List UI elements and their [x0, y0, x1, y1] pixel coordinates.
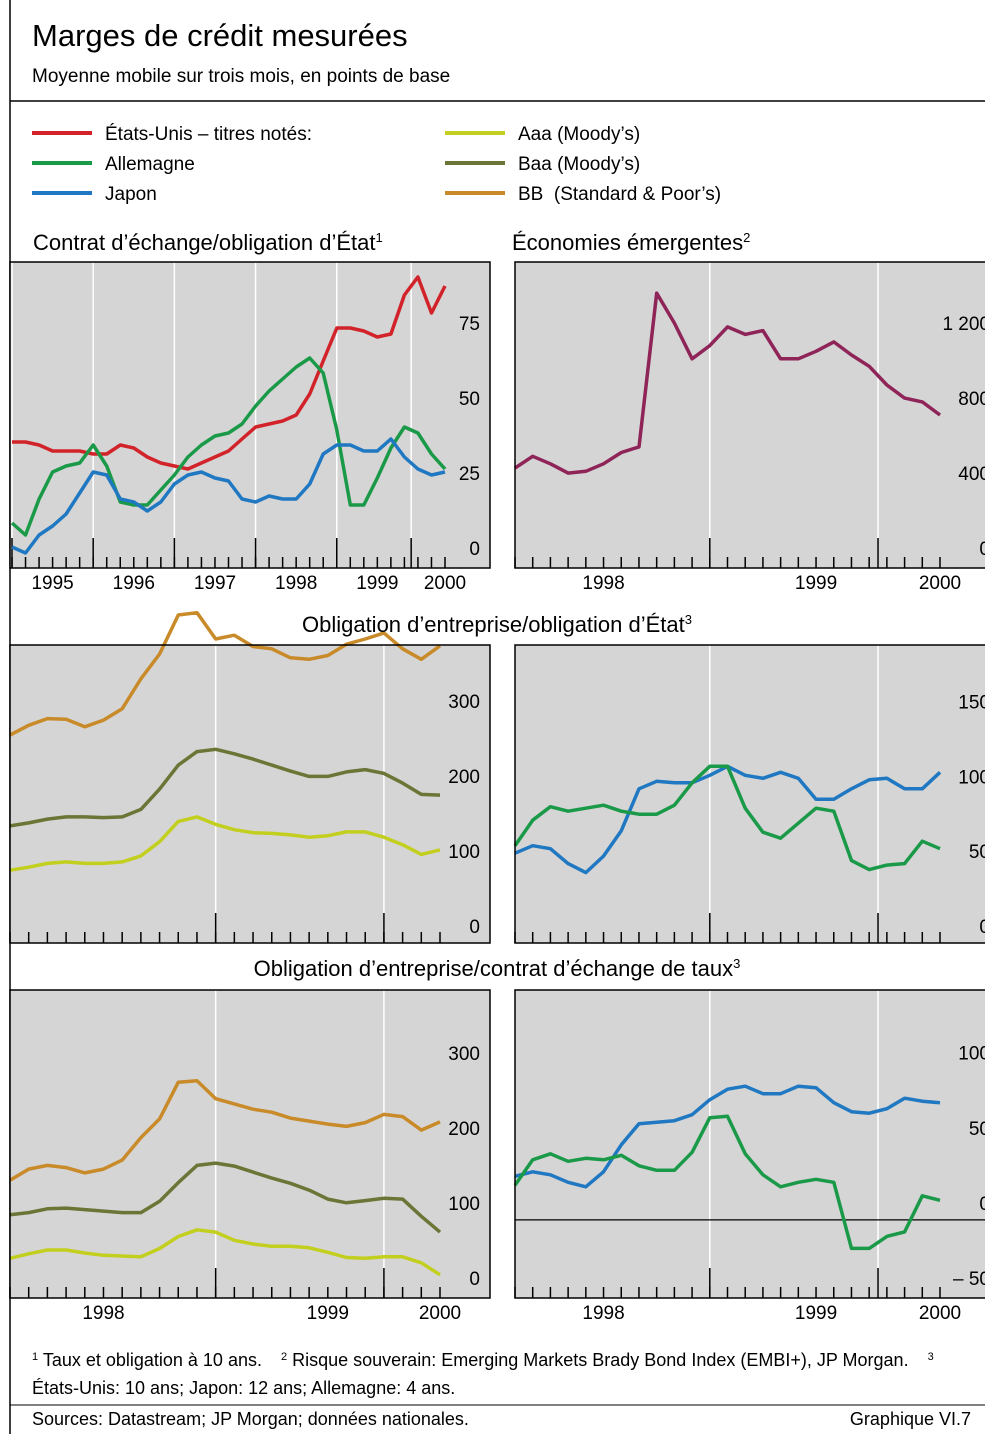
series-line — [9, 1078, 441, 1182]
plot-frame — [9, 644, 491, 944]
panel-title-note: 3 — [685, 612, 692, 627]
panel-title-text: Obligation d’entreprise/contrat d’échang… — [254, 956, 733, 981]
plot-frame — [514, 989, 985, 1299]
legend-label: BB (Standard & Poor’s) — [518, 184, 721, 205]
y-tick-label: 800 — [958, 389, 985, 410]
footnote-mark: 2 — [280, 1351, 288, 1363]
panel-title-note: 3 — [733, 956, 740, 971]
footnote-text: Risque souverain: Emerging Markets Brady… — [292, 1350, 909, 1370]
y-tick-label: 200 — [448, 1119, 480, 1140]
footnote-mark: 1 — [32, 1351, 39, 1363]
plot-frame — [514, 644, 985, 944]
panel-title-note: 2 — [743, 230, 750, 245]
x-tick-label: 1996 — [113, 573, 155, 594]
y-tick-label: 0 — [469, 1269, 480, 1290]
x-tick-label: 1998 — [582, 573, 624, 594]
y-tick-label: – 50 — [953, 1269, 985, 1290]
series-line — [9, 1228, 441, 1277]
legend-label: Aaa (Moody’s) — [518, 124, 640, 145]
panel-title: Économies émergentes2 — [512, 230, 750, 255]
panel-title-text: Contrat d’échange/obligation d’État — [33, 230, 375, 255]
y-tick-label: 200 — [448, 767, 480, 788]
x-tick-label: 1999 — [356, 573, 398, 594]
plot-background — [515, 645, 985, 943]
x-tick-label: 1999 — [795, 1303, 837, 1324]
legend-label: Baa (Moody’s) — [518, 154, 640, 175]
legend-label: Japon — [105, 184, 157, 205]
series-line — [514, 1084, 941, 1189]
y-tick-label: 25 — [459, 464, 480, 485]
panel-title: Contrat d’échange/obligation d’État1 — [33, 230, 383, 255]
series-line — [514, 291, 942, 475]
plot-background — [10, 990, 490, 1298]
sources: Sources: Datastream; JP Morgan; données … — [32, 1409, 469, 1429]
plot-background — [10, 645, 490, 943]
plot-background — [515, 262, 985, 568]
subtitle: Moyenne mobile sur trois mois, en points… — [32, 66, 451, 87]
y-tick-label: 0 — [469, 539, 480, 560]
series-line — [9, 1161, 442, 1234]
x-tick-label: 2000 — [419, 1303, 461, 1324]
panel-title-text: Économies émergentes — [512, 230, 743, 255]
y-tick-label: 400 — [958, 464, 985, 485]
footnote-mark: 3 — [927, 1351, 934, 1363]
series-line — [9, 815, 441, 872]
panel-title-note: 1 — [375, 230, 382, 245]
plot-frame — [9, 989, 491, 1299]
y-tick-label: 75 — [459, 314, 480, 335]
plot-background — [515, 990, 985, 1298]
y-tick-label: 1 200 — [942, 314, 985, 335]
plot-frame — [9, 261, 491, 569]
y-tick-label: 300 — [448, 1044, 480, 1065]
y-tick-label: 0 — [979, 917, 985, 938]
plot-frame — [514, 261, 985, 569]
footnotes: 1 Taux et obligation à 10 ans. 2 Risque … — [32, 1343, 977, 1402]
x-tick-label: 2000 — [424, 573, 466, 594]
footnote-text: États-Unis: 10 ans; Japon: 12 ans; Allem… — [32, 1378, 456, 1398]
y-tick-label: 50 — [969, 842, 985, 863]
x-tick-label: 2000 — [919, 573, 961, 594]
x-tick-label: 1997 — [194, 573, 236, 594]
footnote-text: Taux et obligation à 10 ans. — [42, 1350, 262, 1370]
y-tick-label: 150 — [958, 692, 985, 713]
figure-label: Graphique VI.7 — [849, 1409, 971, 1429]
y-tick-label: 0 — [979, 539, 985, 560]
series-line — [9, 747, 441, 828]
y-tick-label: 100 — [448, 1194, 480, 1215]
series-line — [11, 437, 446, 555]
x-tick-label: 1998 — [275, 573, 317, 594]
y-tick-label: 100 — [448, 842, 480, 863]
y-tick-label: 50 — [969, 1119, 985, 1140]
x-tick-label: 1998 — [582, 1303, 624, 1324]
series-line — [513, 1114, 941, 1251]
panel-title: Obligation d’entreprise/obligation d’Éta… — [302, 612, 692, 637]
footnote: 3 États-Unis: 10 ans; Japon: 12 ans; All… — [32, 1350, 934, 1398]
panel-title-text: Obligation d’entreprise/obligation d’Éta… — [302, 612, 685, 637]
y-tick-label: 300 — [448, 692, 480, 713]
title: Marges de crédit mesurées — [32, 18, 408, 53]
footnote: 1 Taux et obligation à 10 ans. — [32, 1350, 262, 1370]
y-tick-label: 50 — [459, 389, 480, 410]
legend-label: Allemagne — [105, 154, 195, 175]
y-tick-label: 100 — [958, 1044, 985, 1065]
x-tick-label: 1999 — [307, 1303, 349, 1324]
series-line — [10, 356, 447, 537]
series-line — [513, 764, 941, 872]
x-tick-label: 1995 — [31, 573, 73, 594]
series-line — [12, 275, 447, 471]
legend-label: États-Unis – titres notés: — [105, 124, 312, 145]
x-tick-label: 1998 — [82, 1303, 124, 1324]
x-tick-label: 2000 — [919, 1303, 961, 1324]
footnote: 2 Risque souverain: Emerging Markets Bra… — [281, 1350, 909, 1370]
panel-title: Obligation d’entreprise/contrat d’échang… — [254, 956, 741, 981]
y-tick-label: 100 — [958, 767, 985, 788]
series-line — [9, 610, 442, 737]
y-tick-label: 0 — [469, 917, 480, 938]
y-tick-label: 0 — [979, 1194, 985, 1215]
x-tick-label: 1999 — [795, 573, 837, 594]
